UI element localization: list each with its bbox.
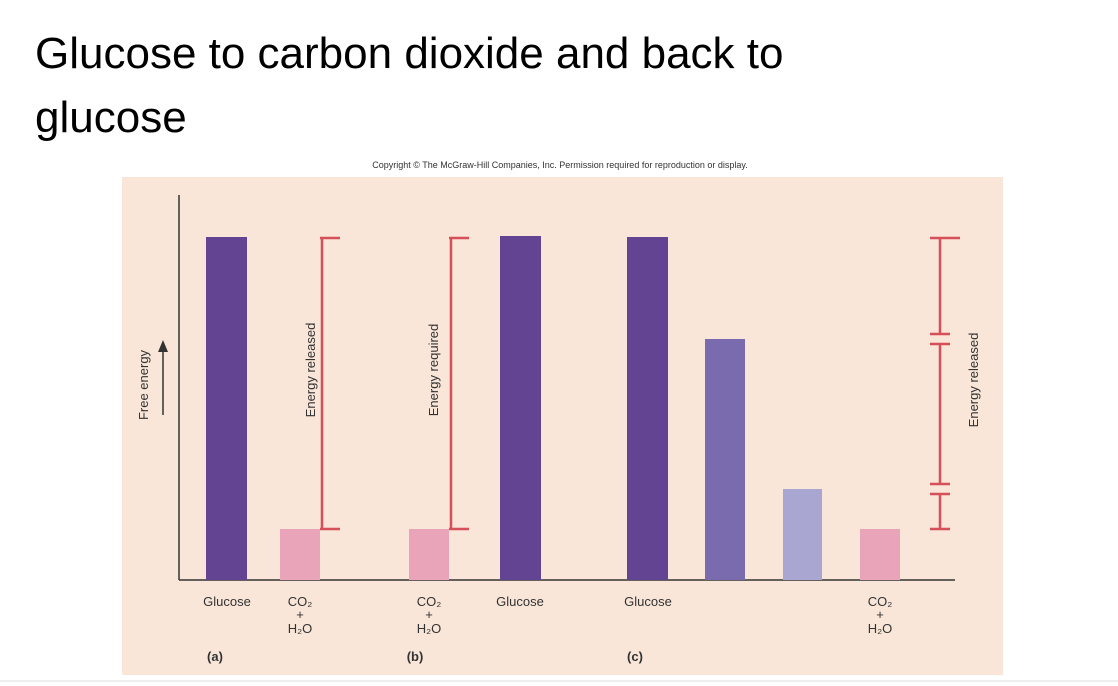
axis-label: Free energy — [136, 349, 151, 420]
panel-label: (c) — [627, 649, 643, 664]
bar-label: H₂O — [417, 621, 442, 636]
glucose-bar — [206, 237, 247, 580]
bar-label: CO₂ — [868, 594, 893, 609]
glucose-bar — [500, 236, 541, 580]
bracket — [449, 236, 469, 531]
bar-label: CO₂ — [288, 594, 313, 609]
slide-title: Glucose to carbon dioxide and back to gl… — [35, 29, 784, 142]
bracket — [320, 236, 340, 531]
co2-bar — [280, 529, 320, 580]
bracket-label: Energy required — [426, 324, 441, 417]
panel-label: (b) — [407, 649, 424, 664]
bar-label: CO₂ — [417, 594, 442, 609]
bar-label: H₂O — [288, 621, 313, 636]
bracket-label: Energy released — [303, 323, 318, 418]
bar-label: + — [425, 607, 433, 622]
intermediate-bar — [705, 339, 745, 580]
bar-label: H₂O — [868, 621, 893, 636]
panel-label: (a) — [207, 649, 223, 664]
glucose-bar — [627, 237, 668, 580]
axis-arrowhead — [158, 340, 168, 352]
copyright: Copyright © The McGraw-Hill Companies, I… — [372, 160, 747, 170]
co2-bar — [860, 529, 900, 580]
bar-label: Glucose — [496, 594, 544, 609]
bar-label: + — [296, 607, 304, 622]
bracket — [930, 236, 960, 531]
bracket-label: Energy released — [966, 333, 981, 428]
bar-label: Glucose — [203, 594, 251, 609]
intermediate-bar — [783, 489, 822, 580]
bar-label: + — [876, 607, 884, 622]
co2-bar — [409, 529, 449, 580]
panel-background — [122, 177, 1003, 675]
bar-label: Glucose — [624, 594, 672, 609]
